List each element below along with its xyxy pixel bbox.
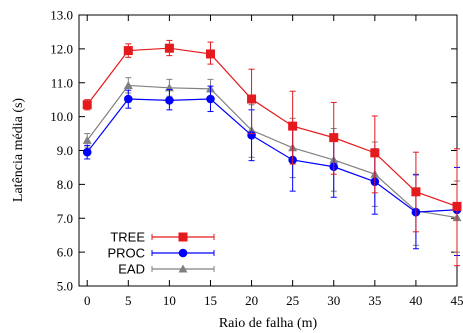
x-tick-label: 10 xyxy=(163,293,176,308)
series-line-proc xyxy=(86,98,458,213)
y-tick-label: 9.0 xyxy=(57,143,73,158)
x-tick-label: 45 xyxy=(451,293,463,308)
y-axis-title: Latência média (s) xyxy=(11,98,26,203)
x-tick-label: 15 xyxy=(204,293,217,308)
point-ead xyxy=(82,135,92,144)
point-proc xyxy=(165,96,174,105)
series-layer xyxy=(82,39,462,267)
x-tick-label: 5 xyxy=(125,293,132,308)
y-tick-label: 8.0 xyxy=(57,177,73,192)
x-tick-label: 30 xyxy=(327,293,340,308)
point-tree xyxy=(247,94,257,104)
legend-label-proc: PROC xyxy=(107,246,145,261)
point-ead xyxy=(123,80,133,89)
series-line-tree xyxy=(86,47,458,207)
legend-label-tree: TREE xyxy=(110,230,145,245)
legend-label-ead: EAD xyxy=(118,262,145,277)
point-tree xyxy=(123,46,133,56)
series-ead xyxy=(82,77,462,253)
point-tree xyxy=(452,201,462,211)
x-tick-label: 35 xyxy=(368,293,381,308)
x-axis-title: Raio de falha (m) xyxy=(219,316,318,331)
point-tree xyxy=(370,148,380,158)
y-tick-label: 6.0 xyxy=(57,245,73,260)
y-tick-label: 11.0 xyxy=(51,75,73,90)
x-tick-label: 25 xyxy=(286,293,299,308)
point-tree xyxy=(329,133,339,143)
x-tick-labels: 0 5 10 15 20 25 30 35 40 45 xyxy=(84,293,463,308)
legend-marker-ead xyxy=(178,264,188,273)
point-tree xyxy=(411,187,421,197)
point-tree xyxy=(82,100,92,110)
x-tick-label: 20 xyxy=(245,293,258,308)
point-proc xyxy=(124,94,133,104)
point-proc xyxy=(206,94,215,104)
x-tick-label: 40 xyxy=(409,293,422,308)
series-line-ead xyxy=(86,84,458,219)
point-tree xyxy=(288,121,298,131)
series-tree xyxy=(82,39,462,267)
legend-marker-proc xyxy=(178,248,188,258)
y-tick-label: 5.0 xyxy=(57,279,73,294)
point-tree xyxy=(205,49,215,59)
point-tree xyxy=(164,43,174,53)
y-tick-label: 7.0 xyxy=(57,211,73,226)
y-tick-label: 12.0 xyxy=(50,41,73,56)
y-tick-labels: 5.0 6.0 7.0 8.0 9.0 10.0 11.0 12.0 13.0 xyxy=(50,8,73,294)
axis-ticks xyxy=(79,14,458,287)
point-proc xyxy=(82,147,92,157)
y-tick-label: 13.0 xyxy=(50,8,73,23)
legend-marker-tree xyxy=(178,232,188,242)
y-tick-label: 10.0 xyxy=(50,109,73,124)
x-tick-label: 0 xyxy=(84,293,91,308)
